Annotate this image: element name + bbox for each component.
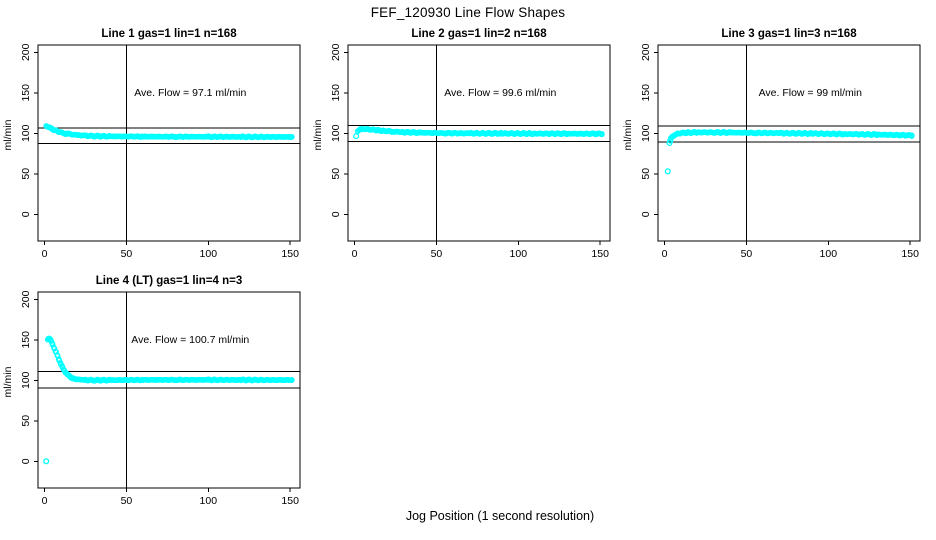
- y-tick-label: 50: [640, 168, 652, 180]
- plot-box: [347, 44, 611, 242]
- y-tick-label: 0: [640, 211, 652, 217]
- panel-title: Line 1 gas=1 lin=1 n=168: [101, 28, 237, 40]
- y-tick-label: 50: [20, 415, 32, 427]
- outlier-point: [43, 458, 50, 465]
- x-tick-label: 50: [121, 248, 133, 260]
- x-tick-label: 150: [281, 248, 299, 260]
- y-tick-label: 100: [640, 124, 652, 142]
- outlier-point: [353, 133, 360, 140]
- y-tick-label: 100: [330, 124, 342, 142]
- y-tick-label: 50: [20, 168, 32, 180]
- y-tick-label: 50: [330, 168, 342, 180]
- y-tick-label: 200: [640, 43, 652, 61]
- ave-flow-annotation: Ave. Flow = 97.1 ml/min: [134, 87, 246, 99]
- x-tick-label: 100: [820, 248, 838, 260]
- x-tick-label: 50: [121, 495, 133, 507]
- x-tick-label: 150: [901, 248, 919, 260]
- x-tick-label: 50: [431, 248, 443, 260]
- outlier-point: [667, 137, 674, 144]
- y-axis-label: ml/min: [2, 366, 14, 397]
- y-tick-label: 200: [20, 290, 32, 308]
- y-tick-label: 150: [20, 331, 32, 349]
- panel-title: Line 4 (LT) gas=1 lin=4 n=3: [96, 275, 242, 287]
- y-tick-label: 150: [20, 84, 32, 102]
- y-tick-label: 150: [330, 84, 342, 102]
- panel-line-3: Line 3 gas=1 lin=3 n=168 0 50 100 150 0 50 100 1…: [622, 28, 921, 260]
- outlier-point: [664, 168, 671, 175]
- panel-line-2: Line 2 gas=1 lin=2 n=168 0 50 100 150 0 50 100 1…: [312, 28, 611, 260]
- y-tick-label: 0: [20, 458, 32, 464]
- y-tick-label: 0: [20, 211, 32, 217]
- x-axis-label: Jog Position (1 second resolution): [405, 509, 595, 523]
- x-tick-label: 150: [591, 248, 609, 260]
- y-axis-label: ml/min: [2, 119, 14, 150]
- data-points: [664, 129, 915, 175]
- y-axis-label: ml/min: [622, 119, 634, 150]
- ave-flow-annotation: Ave. Flow = 99 ml/min: [759, 87, 863, 99]
- y-tick-label: 100: [20, 371, 32, 389]
- panel-line-1: Line 1 gas=1 lin=1 n=168 0 50 100 150 0 50 100 1…: [2, 28, 301, 260]
- y-tick-label: 0: [330, 211, 342, 217]
- figure-title: FEF_120930 Line Flow Shapes: [370, 5, 566, 20]
- panel-title: Line 3 gas=1 lin=3 n=168: [721, 28, 857, 40]
- ave-flow-annotation: Ave. Flow = 99.6 ml/min: [444, 87, 556, 99]
- panel-line-4: Line 4 (LT) gas=1 lin=4 n=3 0 50 100 150 0 50 1…: [2, 275, 301, 507]
- data-points: [353, 125, 605, 140]
- x-tick-label: 0: [42, 495, 48, 507]
- ave-flow-annotation: Ave. Flow = 100.7 ml/min: [131, 334, 249, 346]
- y-tick-label: 100: [20, 124, 32, 142]
- plot-box: [657, 44, 921, 242]
- x-tick-label: 0: [42, 248, 48, 260]
- panel-title: Line 2 gas=1 lin=2 n=168: [411, 28, 547, 40]
- y-tick-label: 200: [330, 43, 342, 61]
- x-tick-label: 100: [200, 495, 218, 507]
- x-tick-label: 100: [200, 248, 218, 260]
- plot-box: [37, 291, 301, 489]
- data-points: [43, 123, 295, 141]
- x-tick-label: 50: [741, 248, 753, 260]
- x-tick-label: 150: [281, 495, 299, 507]
- x-tick-label: 0: [662, 248, 668, 260]
- plot-box: [37, 44, 301, 242]
- x-tick-label: 0: [352, 248, 358, 260]
- y-axis-label: ml/min: [312, 119, 324, 150]
- y-tick-label: 150: [640, 84, 652, 102]
- x-tick-label: 100: [510, 248, 528, 260]
- y-tick-label: 200: [20, 43, 32, 61]
- data-points: [43, 335, 295, 465]
